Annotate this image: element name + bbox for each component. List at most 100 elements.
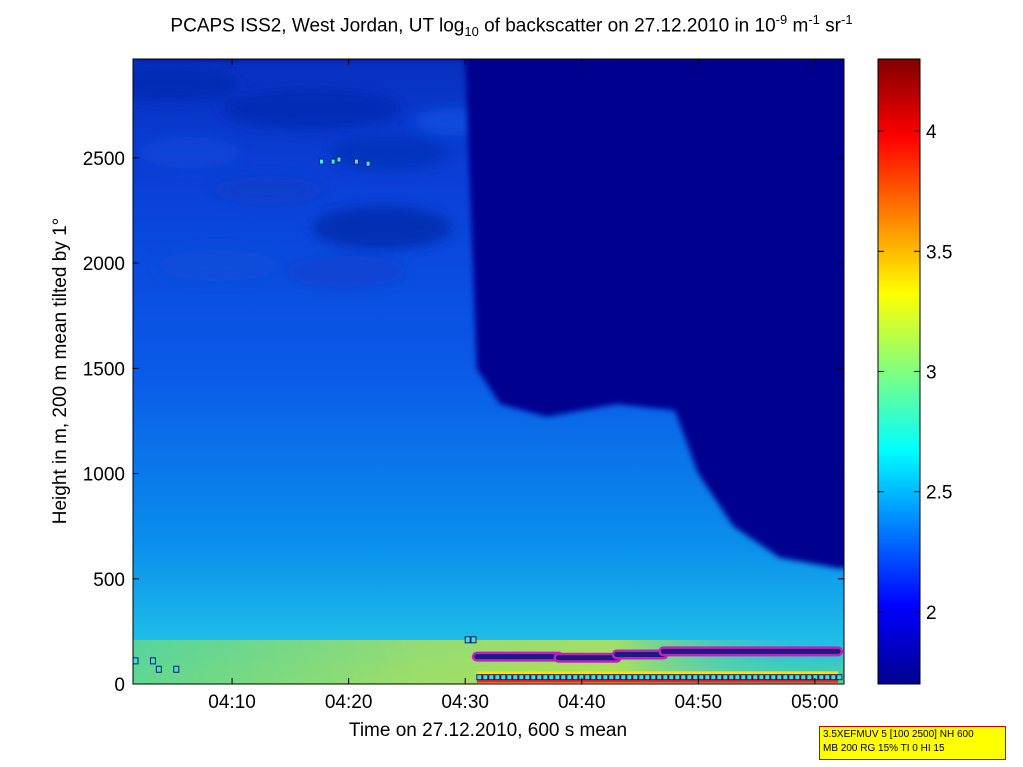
bottom-marker	[644, 674, 651, 681]
plot-frame	[132, 58, 845, 685]
chart-title: PCAPS ISS2, West Jordan, UT log10 of bac…	[170, 12, 853, 40]
bottom-marker	[494, 674, 501, 681]
square-marker	[470, 636, 477, 644]
bottom-marker	[566, 674, 573, 681]
bottom-marker	[734, 674, 741, 681]
y-tick-label: 1000	[83, 465, 125, 486]
bottom-marker	[836, 674, 843, 681]
bottom-marker	[560, 674, 567, 681]
bottom-marker	[656, 674, 663, 681]
colorbar-tick-label: 4	[926, 122, 937, 143]
y-tick-label: 1500	[83, 359, 125, 380]
square-marker	[149, 657, 156, 665]
bottom-marker	[536, 674, 543, 681]
bottom-marker	[476, 674, 483, 681]
bottom-marker	[512, 674, 519, 681]
colorbar-tick-label: 2.5	[926, 483, 952, 504]
colorbar	[877, 58, 921, 685]
upper-square-marker	[318, 158, 324, 165]
info-line-2: MB 200 RG 15% TI 0 HI 15	[823, 743, 945, 754]
bottom-marker	[800, 674, 807, 681]
y-axis-label: Height in m, 200 m mean tilted by 1°	[50, 218, 71, 524]
bottom-marker	[596, 674, 603, 681]
bottom-marker	[482, 674, 489, 681]
square-marker	[173, 665, 180, 673]
upper-square-marker	[365, 160, 371, 167]
bottom-marker	[686, 674, 693, 681]
bottom-marker	[488, 674, 495, 681]
bottom-marker	[776, 674, 783, 681]
bottom-marker	[632, 674, 639, 681]
info-line-1: 3.5XEFMUV 5 [100 2500] NH 600	[823, 729, 974, 740]
bottom-marker	[830, 674, 837, 681]
bottom-marker	[698, 674, 705, 681]
haze-patch	[158, 249, 279, 282]
bottom-marker	[758, 674, 765, 681]
bottom-marker	[794, 674, 801, 681]
bottom-marker	[692, 674, 699, 681]
bottom-marker	[806, 674, 813, 681]
bottom-marker	[746, 674, 753, 681]
haze-patch	[133, 66, 239, 102]
y-tick-label: 2000	[83, 254, 125, 275]
x-tick-label: 04:40	[558, 692, 606, 713]
x-axis-label: Time on 27.12.2010, 600 s mean	[349, 720, 627, 741]
x-tick-label: 04:30	[441, 692, 489, 713]
lower-band-yellow	[476, 671, 839, 676]
y-tick-label: 2500	[83, 149, 125, 170]
square-marker	[464, 636, 471, 644]
y-tick-label: 0	[114, 675, 125, 696]
bottom-marker	[788, 674, 795, 681]
x-tick-label: 04:50	[675, 692, 723, 713]
bottom-marker	[740, 674, 747, 681]
haze-patch	[220, 89, 401, 129]
bottom-marker	[824, 674, 831, 681]
bottom-marker	[680, 674, 687, 681]
info-box: 3.5XEFMUV 5 [100 2500] NH 600 MB 200 RG …	[819, 726, 1006, 760]
bottom-marker	[764, 674, 771, 681]
bottom-marker	[710, 674, 717, 681]
bottom-marker	[650, 674, 657, 681]
square-marker	[155, 665, 162, 673]
bottom-marker	[704, 674, 711, 681]
bottom-marker	[548, 674, 555, 681]
bottom-marker	[554, 674, 561, 681]
bottom-marker	[728, 674, 735, 681]
colorbar-tick-label: 3	[926, 363, 937, 384]
bottom-marker	[518, 674, 525, 681]
x-tick-label: 04:20	[325, 692, 373, 713]
haze-patch	[286, 255, 407, 288]
low-signal-region	[138, 59, 844, 569]
upper-square-marker	[330, 158, 336, 165]
bottom-marker	[524, 674, 531, 681]
x-tick-label: 05:00	[791, 692, 839, 713]
bottom-marker	[500, 674, 507, 681]
bottom-marker	[584, 674, 591, 681]
colorbar-tick-label: 2	[926, 603, 937, 624]
bottom-marker	[752, 674, 759, 681]
bottom-marker	[770, 674, 777, 681]
upper-square-marker	[336, 156, 342, 163]
haze-patch	[311, 205, 452, 250]
y-tick-label: 500	[93, 570, 125, 591]
upper-square-marker	[353, 158, 359, 165]
colorbar-tick-label: 3.5	[926, 242, 952, 263]
bottom-marker	[506, 674, 513, 681]
bottom-marker	[818, 674, 825, 681]
haze-patch	[213, 176, 324, 205]
bottom-marker	[542, 674, 549, 681]
x-tick-label: 04:10	[208, 692, 256, 713]
bottom-marker	[530, 674, 537, 681]
bottom-marker	[590, 674, 597, 681]
bottom-marker	[620, 674, 627, 681]
bottom-marker	[662, 674, 669, 681]
bottom-marker	[626, 674, 633, 681]
bottom-marker	[572, 674, 579, 681]
bottom-marker	[782, 674, 789, 681]
bottom-marker	[614, 674, 621, 681]
bottom-marker	[638, 674, 645, 681]
bottom-marker	[674, 674, 681, 681]
square-marker	[133, 657, 139, 665]
bottom-marker	[716, 674, 723, 681]
